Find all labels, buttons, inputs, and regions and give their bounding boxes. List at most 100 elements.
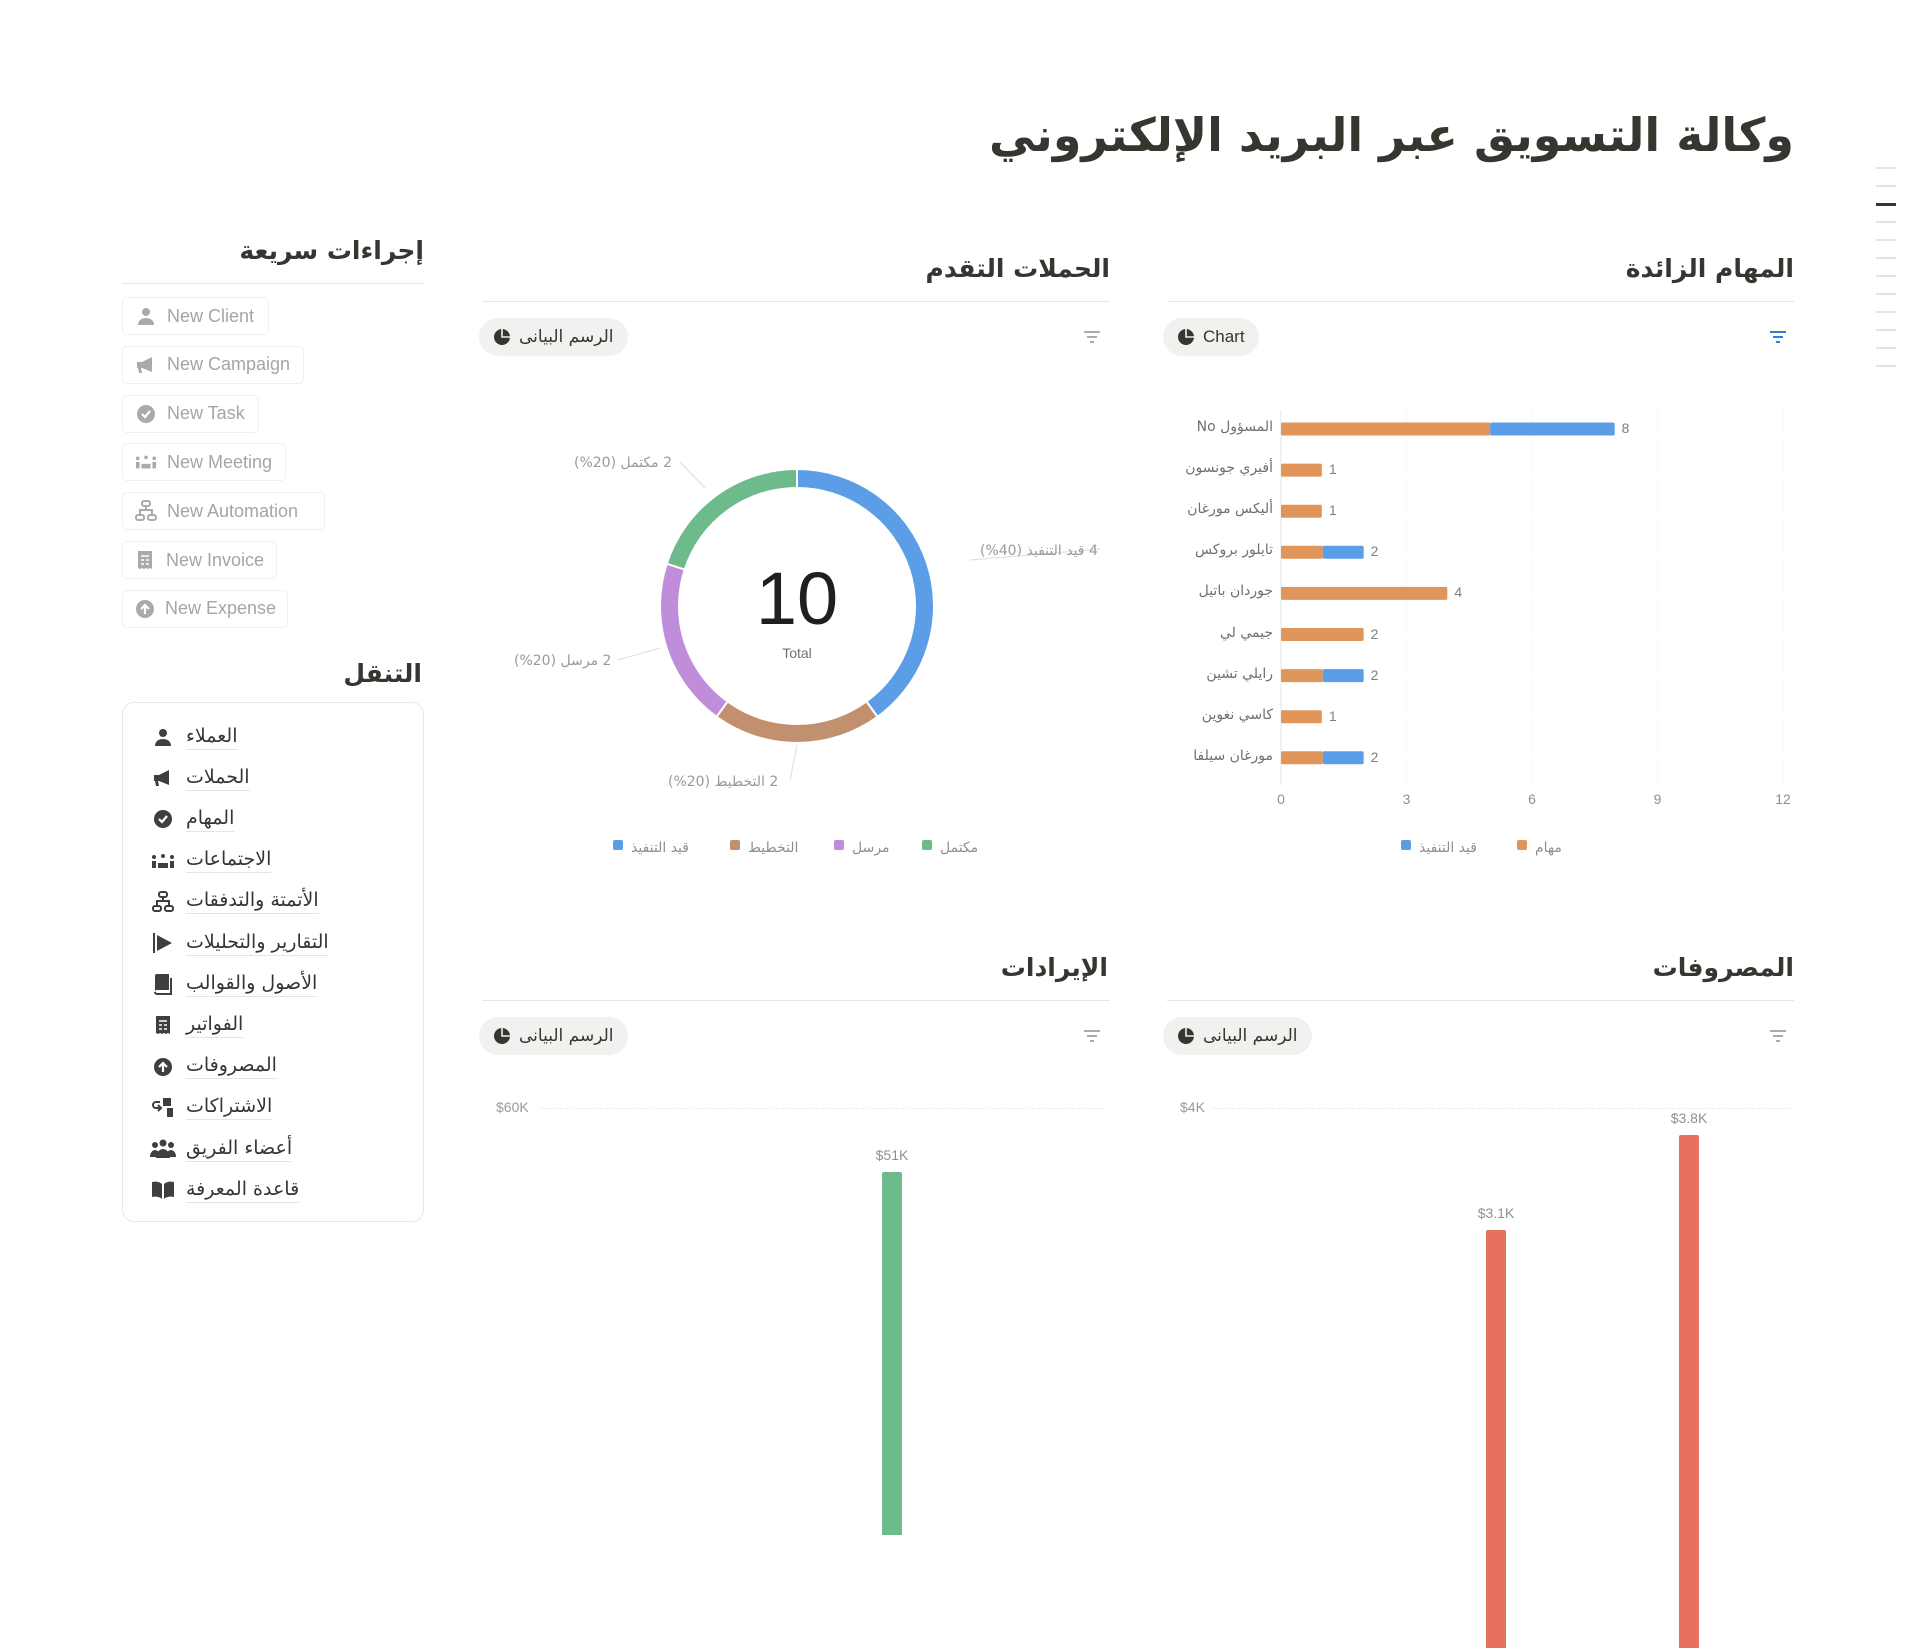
bar	[1679, 1135, 1699, 1648]
x-tick-label: 9	[1648, 791, 1668, 807]
bar-value-label: $3.8K	[1659, 1110, 1719, 1126]
outline-marker[interactable]	[1876, 347, 1896, 349]
divider	[122, 283, 425, 284]
meeting-icon	[135, 451, 157, 473]
quick-action-label: New Task	[167, 403, 245, 424]
nav-item[interactable]: الأتمتة والتدفقات	[150, 885, 319, 919]
legend-item: قيد التنفيذ	[613, 840, 689, 856]
outline-marker[interactable]	[1876, 293, 1896, 295]
donut-slice	[667, 469, 797, 570]
nav-item[interactable]: الفواتير	[150, 1008, 243, 1042]
nav-item[interactable]: أعضاء الفريق	[150, 1132, 292, 1166]
bar-segment	[1490, 423, 1615, 436]
filter-icon[interactable]	[1769, 330, 1787, 344]
x-tick-label: 6	[1522, 791, 1542, 807]
leader-line	[680, 462, 705, 488]
campaigns-chart-view-button[interactable]: الرسم البيانى	[479, 318, 628, 356]
nav-item-label: الأتمتة والتدفقات	[186, 889, 319, 914]
slice-label: 2 مكتمل (20%)	[574, 455, 672, 471]
outline-marker[interactable]	[1876, 221, 1896, 223]
legend-item: مرسل	[834, 840, 890, 856]
legend-swatch	[613, 840, 623, 850]
outline-marker[interactable]	[1876, 185, 1896, 187]
person-icon	[150, 724, 176, 750]
filter-icon[interactable]	[1083, 1029, 1101, 1043]
filter-icon[interactable]	[1769, 1029, 1787, 1043]
view-label: الرسم البيانى	[1203, 1026, 1298, 1046]
pie-chart-icon	[493, 328, 511, 346]
outline-marker[interactable]	[1876, 275, 1896, 277]
quick-action-new-automation-button[interactable]: New Automation	[122, 492, 325, 530]
category-label: جيمي لي	[1143, 625, 1273, 641]
view-label: الرسم البيانى	[519, 1026, 614, 1046]
tasks-heading: المهام الزائدة	[1626, 254, 1794, 283]
divider	[1167, 301, 1794, 302]
pie-chart-icon	[1177, 328, 1195, 346]
bar-total-label: 1	[1329, 502, 1337, 518]
legend-item: قيد التنفيذ	[1401, 840, 1477, 856]
legend-label: مكتمل	[940, 840, 978, 856]
nav-item-label: المهام	[186, 807, 234, 832]
donut-total-value: 10	[697, 556, 897, 641]
legend-item: مكتمل	[922, 840, 978, 856]
legend-item: التخطيط	[730, 840, 798, 856]
bar-segment	[1281, 587, 1447, 600]
quick-action-new-expense-button[interactable]: New Expense	[122, 590, 288, 628]
bar-total-label: 2	[1371, 626, 1379, 642]
quick-action-label: New Meeting	[167, 452, 272, 473]
navigation-heading: التنقل	[343, 659, 422, 688]
nav-item[interactable]: العملاء	[150, 720, 238, 754]
y-tick-label: $4K	[1180, 1099, 1205, 1115]
nav-item[interactable]: الاجتماعات	[150, 844, 271, 878]
legend-label: التخطيط	[748, 840, 798, 856]
nav-item[interactable]: الاشتراكات	[150, 1091, 272, 1125]
nav-item[interactable]: المهام	[150, 802, 234, 836]
slice-label: 4 قيد التنفيذ (40%)	[980, 543, 1098, 559]
quick-action-new-meeting-button[interactable]: New Meeting	[122, 443, 286, 481]
outline-marker[interactable]	[1876, 239, 1896, 241]
nav-item-label: الاشتراكات	[186, 1095, 272, 1120]
revenue-heading: الإيرادات	[1001, 953, 1108, 982]
bar-segment	[1281, 505, 1322, 518]
outline-marker[interactable]	[1876, 167, 1896, 169]
book-icon	[150, 971, 176, 997]
nav-item[interactable]: قاعدة المعرفة	[150, 1173, 299, 1207]
quick-action-new-client-button[interactable]: New Client	[122, 297, 269, 335]
nav-item[interactable]: المصروفات	[150, 1050, 277, 1084]
gridline	[540, 1108, 1105, 1109]
subscription-icon	[150, 1095, 176, 1121]
nav-item-label: التقارير والتحليلات	[186, 931, 329, 956]
bar	[1486, 1230, 1506, 1648]
check-circle-icon	[135, 403, 157, 425]
donut-slice	[716, 701, 877, 743]
outline-marker[interactable]	[1876, 329, 1896, 331]
revenue-chart-view-button[interactable]: الرسم البيانى	[479, 1017, 628, 1055]
bar-total-label: 2	[1371, 543, 1379, 559]
nav-item[interactable]: الأصول والقوالب	[150, 967, 317, 1001]
outline-marker[interactable]	[1876, 311, 1896, 313]
outline-marker[interactable]	[1876, 365, 1896, 367]
slice-label: 2 التخطيط (20%)	[668, 774, 778, 790]
bar-segment	[1281, 669, 1323, 682]
x-tick-label: 3	[1397, 791, 1417, 807]
outline-marker[interactable]	[1876, 257, 1896, 259]
quick-action-new-campaign-button[interactable]: New Campaign	[122, 346, 304, 384]
bar	[882, 1172, 902, 1535]
open-book-icon	[150, 1177, 176, 1203]
tasks-chart-view-button[interactable]: Chart	[1163, 318, 1259, 356]
check-circle-icon	[150, 806, 176, 832]
quick-action-new-invoice-button[interactable]: New Invoice	[122, 541, 277, 579]
nav-item[interactable]: الحملات	[150, 761, 250, 795]
legend-swatch	[922, 840, 932, 850]
quick-action-new-task-button[interactable]: New Task	[122, 395, 259, 433]
team-icon	[150, 1136, 176, 1162]
flow-icon	[135, 500, 157, 522]
view-label: الرسم البيانى	[519, 327, 614, 347]
nav-item-label: الحملات	[186, 766, 250, 791]
outline-marker[interactable]	[1876, 203, 1896, 206]
category-label: رايلي تشين	[1143, 666, 1273, 682]
expenses-chart-view-button[interactable]: الرسم البيانى	[1163, 1017, 1312, 1055]
filter-icon[interactable]	[1083, 330, 1101, 344]
nav-item-label: المصروفات	[186, 1054, 277, 1079]
nav-item[interactable]: التقارير والتحليلات	[150, 926, 329, 960]
